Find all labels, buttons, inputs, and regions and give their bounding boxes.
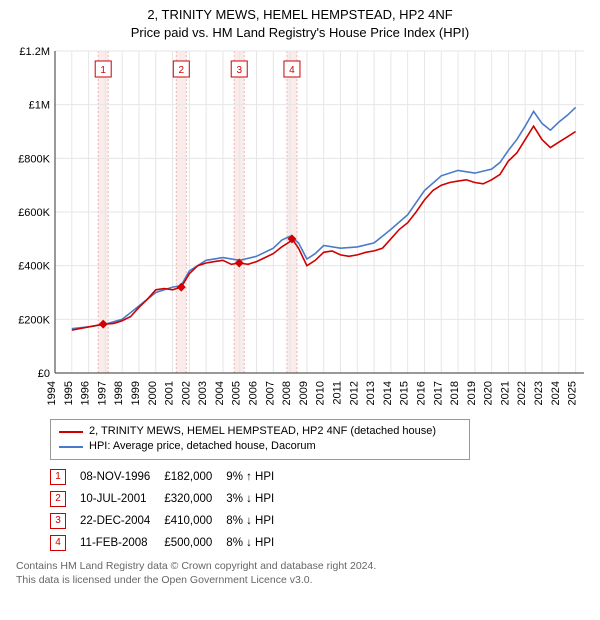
x-axis-label: 2023 [533, 381, 545, 405]
transaction-delta: 9% ↑ HPI [226, 466, 288, 488]
x-axis-label: 2019 [466, 381, 478, 405]
transaction-price: £320,000 [164, 488, 226, 510]
transaction-date: 22-DEC-2004 [80, 510, 164, 532]
transaction-date: 08-NOV-1996 [80, 466, 164, 488]
footer-attribution: Contains HM Land Registry data © Crown c… [10, 560, 590, 587]
transaction-label-text: 2 [179, 65, 185, 76]
legend: 2, TRINITY MEWS, HEMEL HEMPSTEAD, HP2 4N… [50, 419, 470, 460]
transaction-label-text: 1 [100, 65, 106, 76]
legend-label-hpi: HPI: Average price, detached house, Daco… [89, 439, 316, 454]
transaction-delta: 3% ↓ HPI [226, 488, 288, 510]
transactions-table: 1 08-NOV-1996£182,0009% ↑ HPI 2 10-JUL-2001… [50, 466, 288, 554]
chart-svg: £0 £200K £400K £600K £800K £1M £1.2M 1994 1995 19… [10, 45, 590, 415]
x-axis-label: 2003 [197, 381, 209, 405]
legend-swatch-hpi [59, 446, 83, 448]
title-line-1: 2, TRINITY MEWS, HEMEL HEMPSTEAD, HP2 4N… [10, 6, 590, 24]
legend-row-hpi: HPI: Average price, detached house, Daco… [59, 439, 461, 454]
transaction-label-text: 4 [289, 65, 295, 76]
x-axis-label: 2017 [432, 381, 444, 405]
transaction-row: 2 10-JUL-2001£320,0003% ↓ HPI [50, 488, 288, 510]
x-axis-label: 2011 [331, 381, 343, 405]
transaction-row: 1 08-NOV-1996£182,0009% ↑ HPI [50, 466, 288, 488]
transaction-marker-icon: 3 [50, 513, 66, 529]
x-axis-label: 2000 [147, 381, 159, 405]
x-axis-label: 1999 [130, 381, 142, 405]
x-axis-label: 1997 [96, 381, 108, 405]
x-axis-label: 2004 [214, 381, 226, 405]
y-axis-label: £1.2M [19, 46, 50, 58]
transaction-marker-icon: 2 [50, 491, 66, 507]
x-axis-label: 1994 [46, 381, 58, 405]
y-axis-label: £400K [18, 261, 50, 273]
x-axis-label: 2015 [399, 381, 411, 405]
transaction-label-text: 3 [236, 65, 242, 76]
x-axis-label: 2010 [315, 381, 327, 405]
x-axis-label: 1996 [80, 381, 92, 405]
title-line-2: Price paid vs. HM Land Registry's House … [10, 24, 590, 42]
x-axis-label: 2020 [483, 381, 495, 405]
footer-line-2: This data is licensed under the Open Gov… [16, 574, 590, 588]
x-axis-label: 2005 [231, 381, 243, 405]
transaction-marker-icon: 4 [50, 535, 66, 551]
price-chart: £0 £200K £400K £600K £800K £1M £1.2M 1994 1995 19… [10, 45, 590, 415]
x-axis-label: 2025 [567, 381, 579, 405]
transaction-marker-icon: 1 [50, 469, 66, 485]
x-axis-label: 2021 [499, 381, 511, 405]
x-axis-label: 2022 [516, 381, 528, 405]
transaction-date: 11-FEB-2008 [80, 532, 164, 554]
y-axis-label: £1M [29, 100, 50, 112]
x-axis-label: 2024 [550, 381, 562, 405]
transaction-delta: 8% ↓ HPI [226, 510, 288, 532]
x-axis-label: 1998 [113, 381, 125, 405]
transaction-row: 4 11-FEB-2008£500,0008% ↓ HPI [50, 532, 288, 554]
footer-line-1: Contains HM Land Registry data © Crown c… [16, 560, 590, 574]
x-axis-label: 2001 [164, 381, 176, 405]
x-axis-label: 2012 [348, 381, 360, 405]
y-axis-label: £600K [18, 207, 50, 219]
y-axis-label: £800K [18, 153, 50, 165]
legend-swatch-price-paid [59, 431, 83, 433]
legend-label-price-paid: 2, TRINITY MEWS, HEMEL HEMPSTEAD, HP2 4N… [89, 424, 436, 439]
legend-row-price-paid: 2, TRINITY MEWS, HEMEL HEMPSTEAD, HP2 4N… [59, 424, 461, 439]
x-axis-label: 2013 [365, 381, 377, 405]
transaction-price: £410,000 [164, 510, 226, 532]
x-axis-label: 2016 [415, 381, 427, 405]
title-block: 2, TRINITY MEWS, HEMEL HEMPSTEAD, HP2 4N… [10, 6, 590, 41]
transaction-date: 10-JUL-2001 [80, 488, 164, 510]
x-axis-label: 2006 [248, 381, 260, 405]
x-axis-label: 2018 [449, 381, 461, 405]
transaction-row: 3 22-DEC-2004£410,0008% ↓ HPI [50, 510, 288, 532]
transaction-price: £500,000 [164, 532, 226, 554]
transaction-delta: 8% ↓ HPI [226, 532, 288, 554]
x-axis-label: 2007 [264, 381, 276, 405]
y-axis-label: £0 [38, 368, 50, 380]
x-axis-label: 1995 [63, 381, 75, 405]
x-axis-label: 2009 [298, 381, 310, 405]
x-axis-label: 2014 [382, 381, 394, 405]
x-axis-label: 2002 [180, 381, 192, 405]
transaction-price: £182,000 [164, 466, 226, 488]
y-axis-label: £200K [18, 314, 50, 326]
x-axis-label: 2008 [281, 381, 293, 405]
